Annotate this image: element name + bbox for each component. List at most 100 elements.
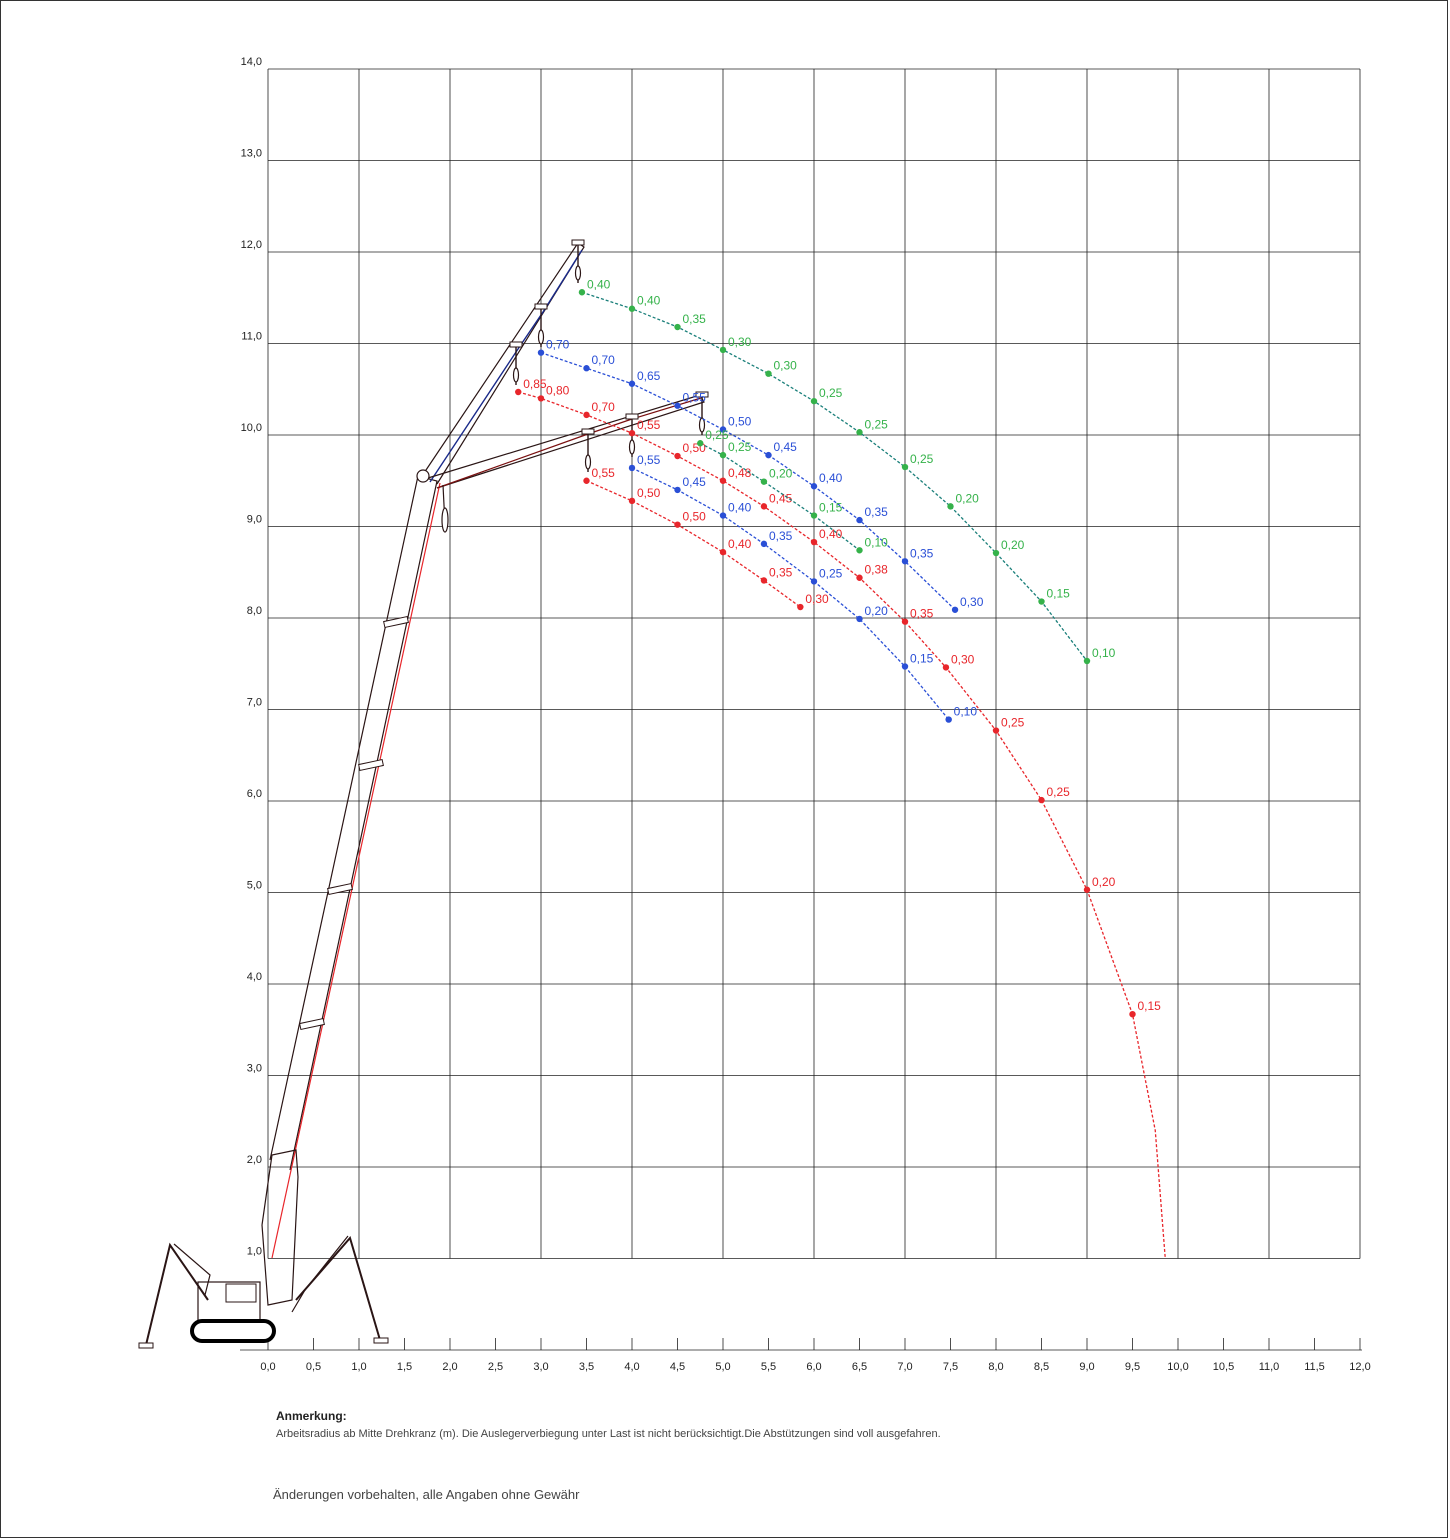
series-curve xyxy=(518,391,1166,1259)
data-point xyxy=(583,477,590,484)
x-tick-label: 10,0 xyxy=(1167,1361,1188,1373)
data-point xyxy=(760,577,768,584)
data-point xyxy=(628,305,636,312)
data-point xyxy=(810,578,818,585)
point-label: 0,55 xyxy=(592,466,616,480)
point-label: 0,50 xyxy=(683,510,707,524)
point-label: 0,35 xyxy=(910,546,934,560)
main-hook xyxy=(441,507,449,533)
x-tick-label: 7,0 xyxy=(897,1361,912,1373)
point-label: 0,15 xyxy=(1138,999,1162,1013)
data-point xyxy=(719,346,727,354)
outrigger-right-arm xyxy=(291,1235,349,1313)
hook-block xyxy=(698,417,706,433)
point-label: 0,15 xyxy=(910,651,934,665)
data-point xyxy=(856,574,863,581)
lower-jib-red xyxy=(436,397,702,489)
point-label: 0,30 xyxy=(805,592,829,606)
point-label: 0,50 xyxy=(728,415,752,429)
data-point xyxy=(810,483,818,490)
point-label: 0,55 xyxy=(637,418,661,432)
data-point xyxy=(810,397,818,405)
x-tick-label: 1,5 xyxy=(397,1361,412,1373)
y-tick-label: 1,0 xyxy=(247,1246,262,1258)
x-tick-label: 8,0 xyxy=(988,1361,1003,1373)
point-label: 0,80 xyxy=(546,383,570,397)
data-point xyxy=(674,402,681,409)
point-label: 0,40 xyxy=(728,537,752,551)
point-label: 0,20 xyxy=(769,467,793,481)
data-point xyxy=(951,606,959,613)
series-curve xyxy=(631,467,950,720)
boom-joint xyxy=(358,758,384,772)
note-text: Arbeitsradius ab Mitte Drehkranz (m). Di… xyxy=(276,1428,941,1440)
data-point xyxy=(942,664,950,671)
data-point xyxy=(1038,796,1045,804)
point-label: 0,40 xyxy=(728,501,752,515)
point-label: 0,25 xyxy=(910,452,934,466)
point-label: 0,35 xyxy=(769,565,793,579)
y-tick-label: 9,0 xyxy=(247,514,262,526)
series-curve xyxy=(540,352,956,611)
point-label: 0,55 xyxy=(637,453,661,467)
point-label: 0,10 xyxy=(954,705,978,719)
x-tick-label: 0,5 xyxy=(306,1361,321,1373)
data-point xyxy=(578,289,586,296)
data-point xyxy=(856,615,863,623)
data-point xyxy=(1083,657,1091,665)
chart-grid xyxy=(240,68,1362,1351)
point-label: 0,35 xyxy=(865,505,889,519)
point-label: 0,70 xyxy=(592,353,616,367)
x-tick-label: 1,0 xyxy=(351,1361,366,1373)
point-label: 0,70 xyxy=(592,400,616,414)
data-point xyxy=(1129,1010,1136,1018)
data-point xyxy=(901,663,909,670)
y-tick-label: 5,0 xyxy=(247,880,262,892)
x-tick-label: 9,5 xyxy=(1125,1361,1140,1373)
point-label: 0,30 xyxy=(728,335,752,349)
data-point xyxy=(901,463,909,471)
spider-crane-icon xyxy=(138,239,709,1349)
point-label: 0,25 xyxy=(819,566,843,580)
point-label: 0,40 xyxy=(819,471,843,485)
data-point xyxy=(719,426,727,433)
x-tick-label: 7,5 xyxy=(943,1361,958,1373)
point-label: 0,45 xyxy=(769,491,793,505)
boom-outline xyxy=(269,475,438,1171)
data-point xyxy=(901,558,909,565)
data-point xyxy=(674,323,681,331)
data-point xyxy=(674,452,681,460)
crawler-track xyxy=(190,1319,276,1343)
series-curve xyxy=(581,291,1088,662)
y-tick-label: 8,0 xyxy=(247,605,262,617)
x-tick-label: 11,0 xyxy=(1259,1361,1280,1373)
outrigger-left xyxy=(145,1242,209,1346)
data-point xyxy=(1038,598,1045,605)
outrigger-right xyxy=(295,1235,381,1341)
foot-pad xyxy=(373,1337,389,1344)
boom-joint xyxy=(299,1017,325,1031)
data-point xyxy=(1083,886,1091,893)
point-label: 0,20 xyxy=(1001,538,1025,552)
data-point xyxy=(760,503,768,510)
data-point xyxy=(760,540,768,548)
data-point xyxy=(674,486,681,494)
y-tick-label: 6,0 xyxy=(247,788,262,800)
boom-joint xyxy=(383,615,409,629)
y-tick-label: 12,0 xyxy=(241,239,262,251)
point-label: 0,20 xyxy=(956,491,980,505)
x-tick-label: 6,5 xyxy=(852,1361,867,1373)
note-title: Anmerkung: xyxy=(276,1409,347,1423)
x-tick-label: 6,0 xyxy=(806,1361,821,1373)
data-point xyxy=(628,429,636,437)
engine-box xyxy=(225,1283,257,1303)
point-label: 0,45 xyxy=(774,440,798,454)
foot-pad xyxy=(138,1342,154,1349)
data-point xyxy=(719,548,727,556)
point-label: 0,38 xyxy=(865,563,889,577)
x-tick-label: 4,5 xyxy=(670,1361,685,1373)
data-point xyxy=(810,538,818,546)
upper-jib-blue xyxy=(429,249,583,483)
x-tick-label: 10,5 xyxy=(1213,1361,1234,1373)
